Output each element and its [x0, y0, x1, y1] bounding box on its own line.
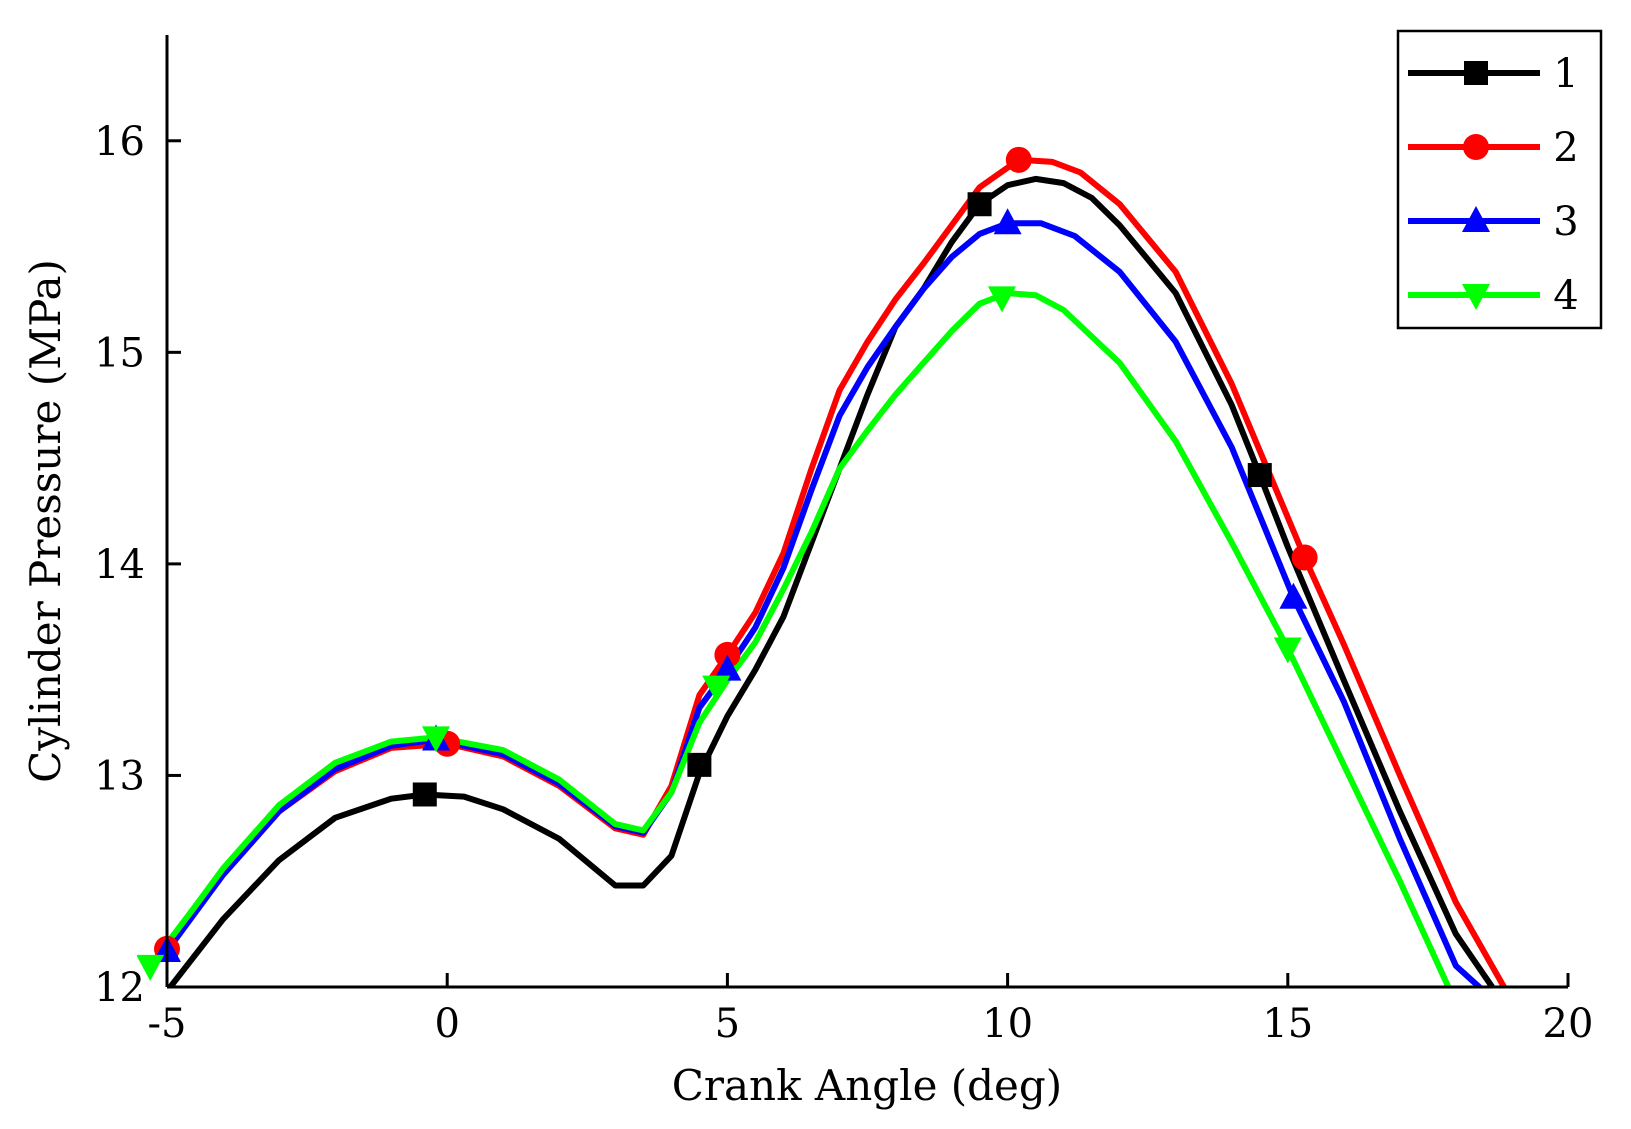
- legend-box: [1396, 29, 1603, 330]
- series-3-point: [1279, 582, 1308, 609]
- series-4-point: [1273, 637, 1302, 664]
- series-1-point: [412, 782, 437, 807]
- legend-label-2: 2: [1553, 125, 1578, 171]
- x-tick-label: 15: [1262, 1001, 1313, 1047]
- series-4-point: [987, 286, 1016, 313]
- legend-label-3: 3: [1553, 199, 1578, 245]
- tick-labels: -5 0 5 10 15 20 12 13 14 15 16: [94, 119, 1593, 1047]
- legend-label-4: 4: [1553, 273, 1578, 319]
- y-tick-label: 14: [94, 542, 145, 588]
- y-tick-label: 12: [94, 965, 145, 1011]
- y-axis-title: Cylinder Pressure (MPa): [21, 259, 70, 783]
- legend: 1 2 3 4: [1396, 29, 1603, 330]
- legend-marker-3: [1462, 206, 1490, 232]
- x-tick-label: 20: [1543, 1001, 1594, 1047]
- legend-marker-4: [1462, 284, 1490, 310]
- x-tick-label: 10: [982, 1001, 1033, 1047]
- series-2-point: [1291, 544, 1318, 571]
- series-1-line: [166, 175, 1496, 987]
- legend-marker-2: [1463, 134, 1489, 160]
- y-tick-label: 15: [94, 330, 145, 376]
- x-tick-label: 5: [715, 1001, 740, 1047]
- legend-label-1: 1: [1553, 51, 1578, 97]
- series-1-point: [687, 752, 712, 777]
- series-3-point: [993, 208, 1022, 235]
- plot-area: [137, 146, 1508, 987]
- series-4-line: [147, 290, 1452, 987]
- x-axis-title: Crank Angle (deg): [672, 1061, 1062, 1110]
- series-2-point: [1005, 146, 1032, 173]
- x-tick-label: 0: [434, 1001, 459, 1047]
- series-4-point: [137, 954, 165, 981]
- series-1-point: [1247, 463, 1272, 488]
- x-tick-label: -5: [148, 1001, 187, 1047]
- y-tick-label: 16: [94, 119, 145, 165]
- series-4-point: [702, 675, 731, 702]
- series-3-point: [713, 654, 742, 681]
- axes: [165, 35, 1570, 989]
- series-1-point: [967, 192, 992, 217]
- series-4-point: [421, 726, 450, 753]
- series-2-line: [164, 156, 1508, 987]
- legend-marker-1: [1464, 61, 1488, 85]
- y-tick-label: 13: [94, 753, 145, 799]
